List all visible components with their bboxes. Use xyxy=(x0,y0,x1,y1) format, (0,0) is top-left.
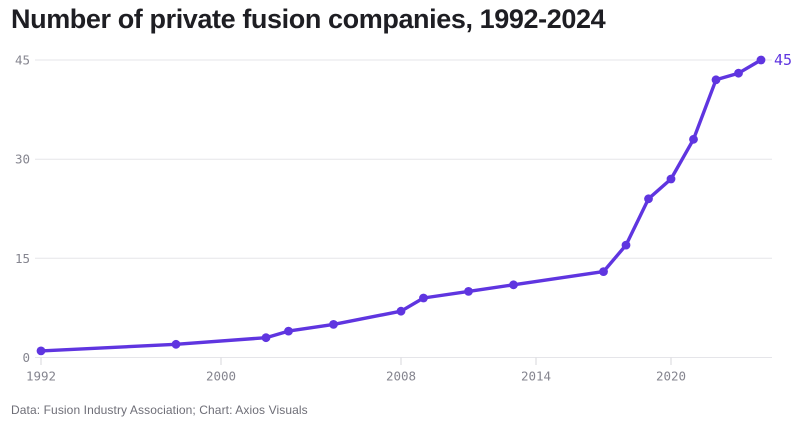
data-point-2005 xyxy=(329,320,338,329)
data-point-2011 xyxy=(464,287,473,296)
data-point-2023 xyxy=(734,68,743,78)
data-point-2021 xyxy=(689,134,698,144)
x-axis-tick-label: 2008 xyxy=(386,369,416,384)
x-axis-tick-label: 2020 xyxy=(656,369,686,384)
x-axis-tick-label: 2000 xyxy=(206,369,236,384)
data-point-2018 xyxy=(621,240,631,250)
y-axis-tick-label: 30 xyxy=(15,152,30,167)
data-point-2019 xyxy=(644,194,653,204)
data-point-2003 xyxy=(284,326,293,336)
data-point-1998 xyxy=(171,339,181,349)
data-point-2008 xyxy=(396,306,406,316)
y-axis-tick-label: 45 xyxy=(15,53,30,68)
x-axis-tick-label: 2014 xyxy=(521,369,551,384)
y-axis-tick-label: 0 xyxy=(22,350,30,365)
data-point-1992 xyxy=(36,346,46,356)
data-point-2022 xyxy=(711,75,721,85)
chart-source-credit: Data: Fusion Industry Association; Chart… xyxy=(11,403,308,417)
data-point-2017 xyxy=(599,267,608,276)
data-point-2020 xyxy=(666,174,676,184)
x-axis-tick-label: 1992 xyxy=(26,369,56,384)
data-point-2002 xyxy=(261,333,271,343)
data-point-2024 xyxy=(756,55,766,65)
y-axis-tick-label: 15 xyxy=(15,251,30,266)
chart-title: Number of private fusion companies, 1992… xyxy=(11,4,606,34)
end-value-annotation: 45 xyxy=(774,51,792,69)
data-point-2013 xyxy=(509,280,518,290)
data-point-2009 xyxy=(419,293,428,303)
